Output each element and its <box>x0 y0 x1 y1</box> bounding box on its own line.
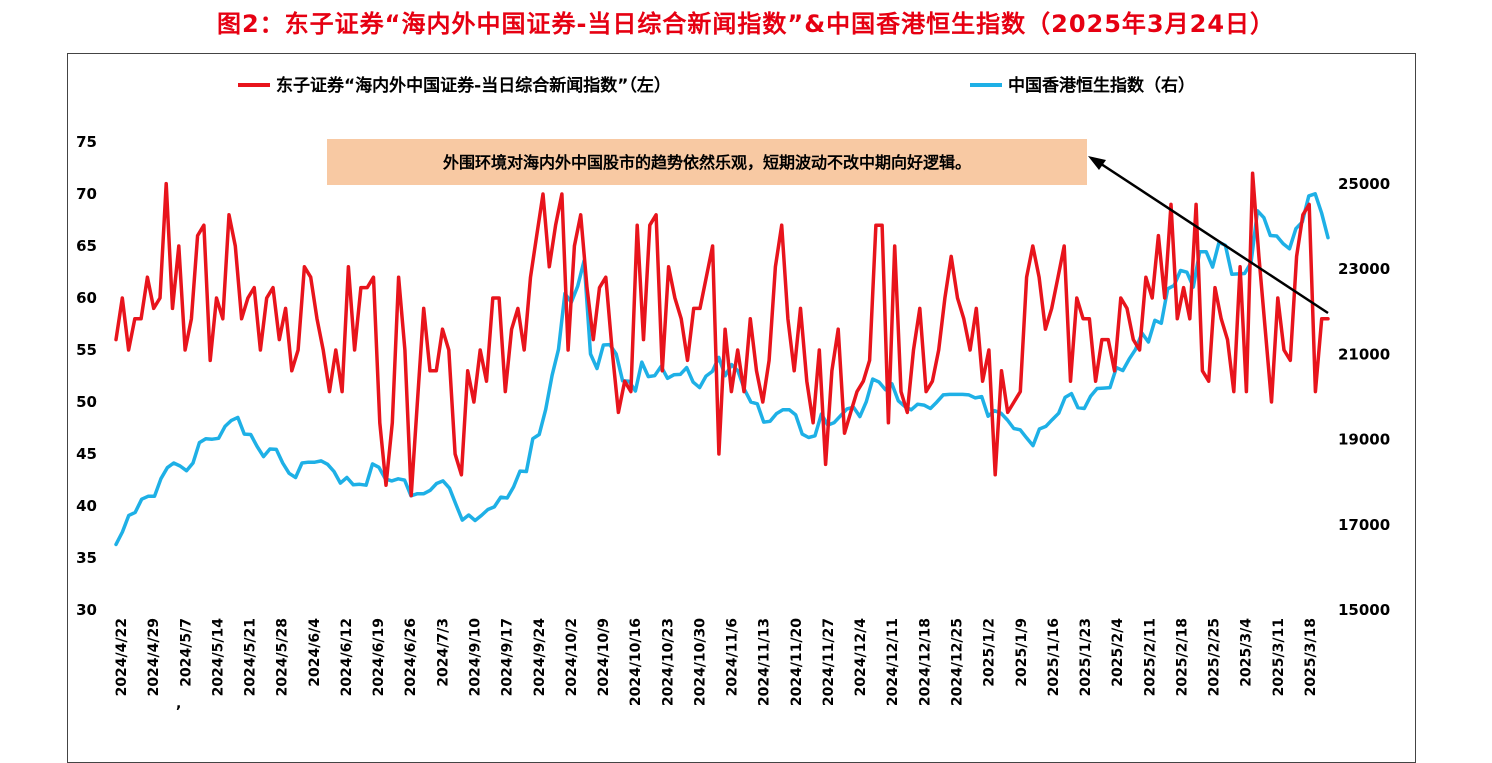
right-y-tick-label: 17000 <box>1338 516 1390 534</box>
x-tick-label: 2024/5/7 <box>178 618 194 687</box>
x-tick-label: 2024/6/4 <box>307 618 323 687</box>
x-stray-mark: , <box>176 696 181 712</box>
x-axis-ticks: 2024/4/22 2024/4/29 2024/5/7 2024/5/14 2024/… <box>114 618 1319 712</box>
x-tick-label: 2024/12/18 <box>917 618 933 706</box>
x-tick-label: 2025/1/16 <box>1046 618 1062 696</box>
left-y-tick-label: 55 <box>76 341 97 359</box>
left-y-tick-label: 40 <box>76 497 97 515</box>
annotation-box <box>327 139 1087 185</box>
x-tick-label: 2024/9/17 <box>500 618 516 696</box>
x-tick-label: 2024/11/20 <box>789 618 805 706</box>
x-tick-label: 2024/12/11 <box>885 618 901 706</box>
x-tick-label: 2024/5/14 <box>210 618 226 697</box>
annotation-arrow <box>1091 156 1329 315</box>
right-y-tick-label: 25000 <box>1338 175 1390 193</box>
left-y-tick-label: 35 <box>76 549 97 567</box>
x-tick-label: 2024/10/9 <box>596 618 612 696</box>
x-tick-label: 2024/5/21 <box>243 618 259 696</box>
left-y-tick-label: 75 <box>76 133 97 151</box>
x-tick-label: 2024/10/30 <box>692 618 708 706</box>
x-tick-label: 2024/12/4 <box>853 618 869 697</box>
x-tick-label: 2025/2/11 <box>1142 618 1158 696</box>
right-y-tick-label: 15000 <box>1338 601 1390 619</box>
x-tick-label: 2024/11/27 <box>821 618 837 706</box>
x-tick-label: 2024/5/28 <box>275 618 291 696</box>
x-tick-label: 2024/10/16 <box>628 618 644 706</box>
x-tick-label: 2025/2/4 <box>1110 618 1126 687</box>
x-tick-label: 2024/10/23 <box>660 618 676 706</box>
x-tick-label: 2025/1/2 <box>982 618 998 687</box>
left-y-tick-label: 60 <box>76 289 97 307</box>
right-y-tick-label: 21000 <box>1338 345 1390 363</box>
left-y-tick-label: 70 <box>76 185 97 203</box>
left-y-tick-label: 45 <box>76 445 97 463</box>
x-tick-label: 2024/6/19 <box>371 618 387 696</box>
x-tick-label: 2024/10/2 <box>564 618 580 696</box>
annotation-arrowhead <box>1088 156 1106 170</box>
annotation-text: 外围环境对海内外中国股市的趋势依然乐观，短期波动不改中期向好逻辑。 <box>442 153 971 172</box>
x-tick-label: 2025/2/25 <box>1207 618 1223 696</box>
x-tick-label: 2024/9/10 <box>468 618 484 697</box>
x-tick-label: 2025/2/18 <box>1175 618 1191 696</box>
legend-hsi-label: 中国香港恒生指数（右） <box>1008 75 1195 96</box>
news-index-line <box>114 171 1330 498</box>
left-y-tick-label: 30 <box>76 601 97 619</box>
left-y-tick-label: 65 <box>76 237 97 255</box>
x-tick-label: 2024/11/6 <box>725 618 741 696</box>
x-tick-label: 2024/9/24 <box>532 618 548 697</box>
right-axis-ticks: 15000 17000 19000 21000 23000 25000 <box>1338 175 1390 619</box>
x-tick-label: 2025/3/4 <box>1239 618 1255 687</box>
legend-news-label: 东子证券“海内外中国证券-当日综合新闻指数”（左） <box>276 75 671 96</box>
x-tick-label: 2024/6/12 <box>339 618 355 696</box>
series-lines <box>114 171 1330 547</box>
x-tick-label: 2024/7/3 <box>435 618 451 687</box>
right-y-tick-label: 19000 <box>1338 431 1390 449</box>
x-tick-label: 2025/3/11 <box>1271 618 1287 696</box>
x-tick-label: 2024/6/26 <box>403 618 419 696</box>
x-tick-label: 2024/11/13 <box>757 618 773 706</box>
annotation: 外围环境对海内外中国股市的趋势依然乐观，短期波动不改中期向好逻辑。 <box>327 139 1329 315</box>
x-tick-label: 2024/12/25 <box>950 618 966 706</box>
x-tick-label: 2025/3/18 <box>1303 618 1319 696</box>
legend: 东子证券“海内外中国证券-当日综合新闻指数”（左） 中国香港恒生指数（右） <box>238 75 1195 96</box>
x-tick-label: 2024/4/22 <box>114 618 130 696</box>
right-y-tick-label: 23000 <box>1338 260 1390 278</box>
left-axis-ticks: 30 35 40 45 50 55 60 65 70 75 <box>76 133 97 619</box>
figure-title: 图2：东子证券“海内外中国证券-当日综合新闻指数”&中国香港恒生指数（2025年… <box>216 10 1276 38</box>
x-tick-label: 2024/4/29 <box>146 618 162 696</box>
x-tick-label: 2025/1/9 <box>1014 618 1030 687</box>
x-tick-label: 2025/1/23 <box>1078 618 1094 696</box>
left-y-tick-label: 50 <box>76 393 97 411</box>
